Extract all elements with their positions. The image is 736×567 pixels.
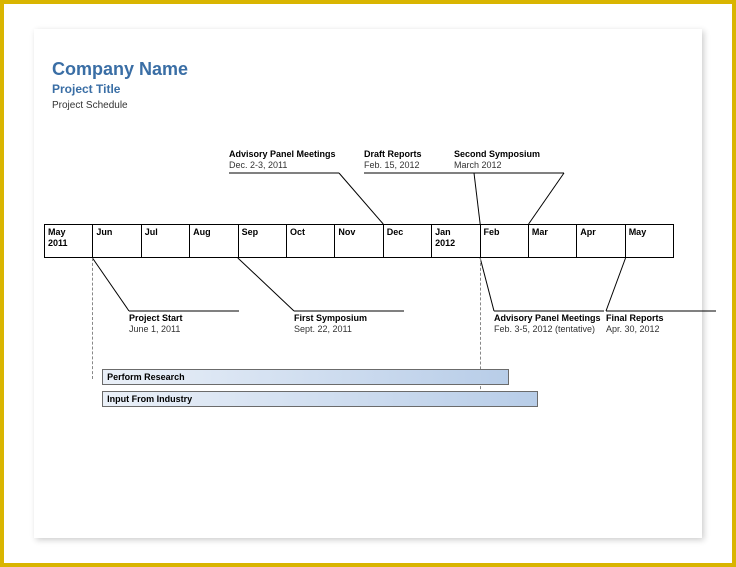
advisory-panel-1-label: Advisory Panel MeetingsDec. 2-3, 2011 — [229, 149, 336, 171]
document-page: Company Name Project Title Project Sched… — [34, 29, 702, 538]
perform-research-bar: Perform Research — [102, 369, 509, 385]
guide-line — [92, 258, 93, 379]
project-start-label: Project StartJune 1, 2011 — [129, 313, 183, 335]
first-symposium-label: First SymposiumSept. 22, 2011 — [294, 313, 367, 335]
advisory-panel-2-label: Advisory Panel MeetingsFeb. 3-5, 2012 (t… — [494, 313, 601, 335]
callout-lines — [34, 29, 724, 449]
outer-frame: Company Name Project Title Project Sched… — [0, 0, 736, 567]
second-symposium-label: Second SymposiumMarch 2012 — [454, 149, 540, 171]
input-from-industry-bar: Input From Industry — [102, 391, 538, 407]
draft-reports-label: Draft ReportsFeb. 15, 2012 — [364, 149, 422, 171]
final-reports-label: Final ReportsApr. 30, 2012 — [606, 313, 664, 335]
